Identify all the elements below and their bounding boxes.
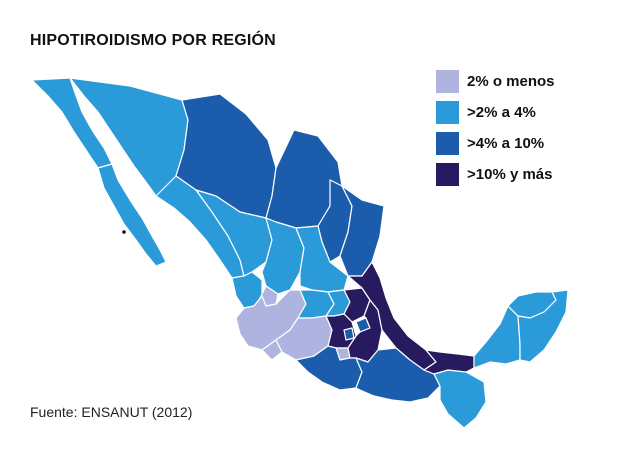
region-baja-california-sur[interactable] xyxy=(97,163,167,267)
source-note: Fuente: ENSANUT (2012) xyxy=(30,404,193,420)
legend-label: >2% a 4% xyxy=(467,104,536,121)
legend-swatch xyxy=(436,132,459,155)
region-tabasco[interactable] xyxy=(423,349,475,375)
legend-item-level4: >10% y más xyxy=(436,163,555,186)
region-durango[interactable] xyxy=(195,189,273,277)
region-oaxaca[interactable] xyxy=(355,347,441,403)
region-chiapas[interactable] xyxy=(433,369,487,429)
legend-item-level3: >4% a 10% xyxy=(436,132,555,155)
legend-label: >10% y más xyxy=(467,166,553,183)
region-quintana-roo[interactable] xyxy=(517,289,569,363)
legend-swatch xyxy=(436,70,459,93)
legend-label: >4% a 10% xyxy=(467,135,545,152)
map-title: HIPOTIROIDISMO POR REGIÓN xyxy=(30,32,276,49)
legend-item-level2: >2% a 4% xyxy=(436,101,555,124)
legend-item-level1: 2% o menos xyxy=(436,70,555,93)
legend: 2% o menos >2% a 4% >4% a 10% >10% y más xyxy=(436,70,555,194)
island-marker xyxy=(122,230,126,234)
legend-label: 2% o menos xyxy=(467,73,555,90)
region-zacatecas[interactable] xyxy=(261,217,305,295)
legend-swatch xyxy=(436,163,459,186)
region-campeche[interactable] xyxy=(473,305,521,369)
region-ciudad-de-mexico[interactable] xyxy=(343,327,355,341)
legend-swatch xyxy=(436,101,459,124)
